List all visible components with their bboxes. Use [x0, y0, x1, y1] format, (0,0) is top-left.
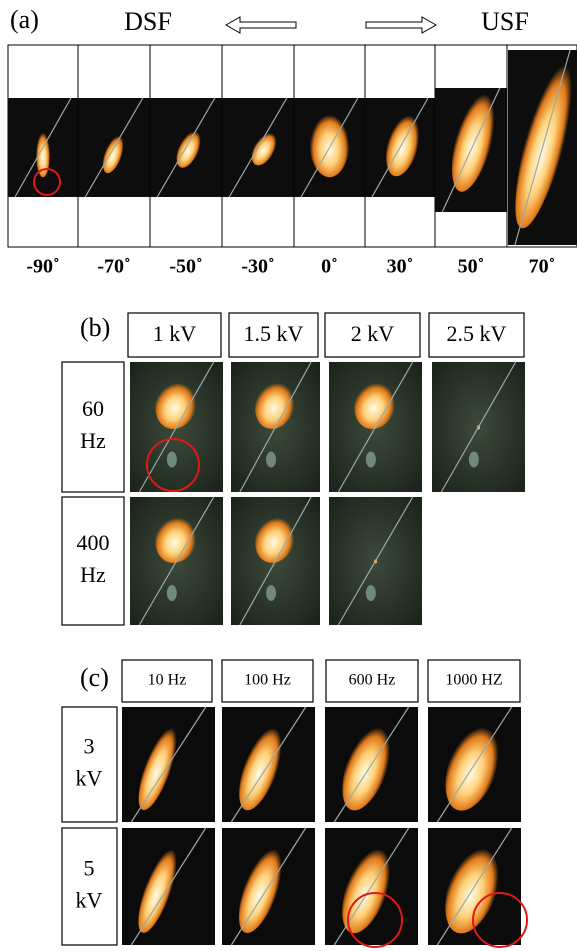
panel-c: (c) 10 Hz 100 Hz 600 Hz 1000 HZ 3 kV 5 kV: [62, 660, 527, 947]
panel-label: (c): [80, 663, 109, 692]
angle-label: 50˚: [458, 256, 485, 278]
angle-label: -70˚: [97, 256, 130, 278]
panel-label: (a): [10, 5, 39, 34]
row-header-box: [62, 707, 117, 822]
panel-a: (a) DSF USF -90˚ -70˚ -50˚ -30˚ 0˚ 30˚ 50˚ 70˚: [8, 5, 577, 278]
angle-label: 70˚: [529, 256, 556, 278]
row-header-box: [62, 497, 124, 625]
column-header: 1000 HZ: [445, 672, 502, 689]
column-header: 1.5 kV: [244, 321, 304, 346]
row-header: 60: [82, 396, 104, 421]
arrow-left: [226, 17, 296, 33]
figure: (a) DSF USF -90˚-70˚-50˚-30˚0˚30˚50˚70˚ …: [0, 0, 577, 951]
row-header: Hz: [80, 428, 106, 453]
column-header: 2 kV: [351, 321, 395, 346]
angle-label: -50˚: [169, 256, 202, 278]
column-header: 2.5 kV: [447, 321, 507, 346]
row-header: 400: [77, 530, 110, 555]
column-header: 600 Hz: [349, 672, 396, 689]
droplet: [266, 452, 276, 468]
row-header: kV: [76, 888, 103, 913]
column-header: 1 kV: [153, 321, 197, 346]
arrow-right: [366, 17, 436, 33]
angle-label: 30˚: [387, 256, 414, 278]
droplet: [366, 585, 376, 601]
panel-label: (b): [80, 313, 110, 342]
panel-b: (b) 1 kV 1.5 kV 2 kV 2.5 kV 60 Hz 400 Hz: [62, 313, 525, 625]
angle-label: -30˚: [241, 256, 274, 278]
flame: [310, 108, 350, 177]
row-header: kV: [76, 766, 103, 791]
row-header-box: [62, 828, 117, 945]
row-header: 5: [84, 856, 95, 881]
angle-label: 0˚: [321, 256, 338, 278]
droplet: [167, 585, 177, 601]
droplet: [167, 452, 177, 468]
column-header: 10 Hz: [148, 672, 187, 689]
row-header: 3: [84, 734, 95, 759]
usf-label: USF: [481, 7, 529, 36]
dsf-label: DSF: [124, 7, 172, 36]
row-header-box: [62, 362, 124, 492]
column-header: 100 Hz: [244, 672, 291, 689]
angle-label: -90˚: [26, 256, 59, 278]
droplet: [366, 452, 376, 468]
row-header: Hz: [80, 562, 106, 587]
droplet: [469, 452, 479, 468]
droplet: [266, 585, 276, 601]
